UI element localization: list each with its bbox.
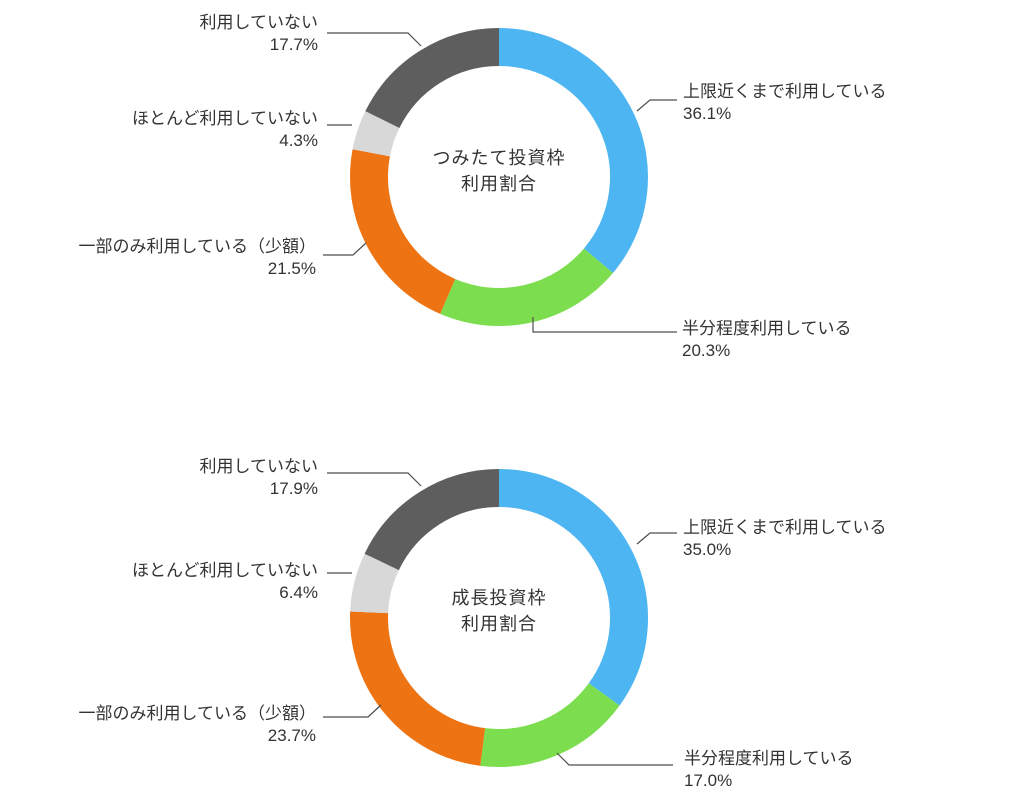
segment-label-text: 半分程度利用している	[682, 319, 852, 338]
donut-segment-4	[365, 28, 500, 129]
segment-label-value: 6.4%	[279, 583, 318, 602]
leader-line	[327, 472, 422, 487]
segment-label-nearlimit-2: 上限近くまで利用している 35.0%	[683, 517, 887, 561]
segment-label-value: 17.9%	[269, 479, 318, 498]
donut-segment-0	[498, 28, 648, 273]
segment-label-text: ほとんど利用していない	[132, 109, 318, 128]
segment-label-value: 21.5%	[267, 259, 316, 278]
donut-segment-1	[440, 248, 613, 326]
donut-segment-2	[350, 611, 486, 766]
leader-line	[323, 704, 382, 718]
leader-line	[532, 317, 677, 333]
donut-ring-tsumitate	[350, 28, 648, 326]
chart-title-line1: つみたて投資枠	[432, 148, 566, 168]
segment-label-text: 一部のみ利用している（少額）	[78, 704, 317, 723]
segment-label-value: 23.7%	[267, 726, 316, 745]
chart-title-tsumitate: つみたて投資枠 利用割合	[433, 145, 566, 197]
segment-label-value: 17.7%	[269, 35, 318, 54]
donut-segment-1	[480, 682, 620, 767]
segment-label-notused-1: 利用していない 17.7%	[200, 12, 319, 56]
donut-segment-2	[350, 149, 456, 314]
chart-title-line2: 利用割合	[461, 614, 537, 634]
segment-label-value: 36.1%	[683, 104, 732, 123]
donut-ring-seicho	[350, 469, 648, 767]
segment-label-text: 半分程度利用している	[684, 749, 854, 768]
donut-segment-3	[350, 553, 400, 614]
segment-label-text: ほとんど利用していない	[132, 561, 318, 580]
segment-label-nearlimit-1: 上限近くまで利用している 36.1%	[683, 81, 887, 125]
chart-title-seicho: 成長投資枠 利用割合	[452, 585, 547, 637]
segment-label-value: 17.0%	[684, 771, 733, 790]
segment-label-partial-1: 一部のみ利用している（少額） 21.5%	[79, 236, 317, 280]
segment-label-half-1: 半分程度利用している 20.3%	[682, 318, 852, 362]
segment-label-text: 上限近くまで利用している	[683, 82, 887, 101]
segment-label-text: 利用していない	[199, 13, 319, 32]
leader-line	[636, 532, 677, 545]
segment-label-partial-2: 一部のみ利用している（少額） 23.7%	[79, 703, 317, 747]
chart-title-line2: 利用割合	[461, 174, 537, 194]
segment-label-value: 35.0%	[683, 540, 732, 559]
segment-label-value: 20.3%	[682, 341, 731, 360]
segment-label-notused-2: 利用していない 17.9%	[200, 456, 319, 500]
chart-title-line1: 成長投資枠	[451, 588, 547, 608]
segment-label-rarely-2: ほとんど利用していない 6.4%	[132, 560, 318, 604]
leader-line	[327, 32, 422, 47]
donut-segment-0	[498, 469, 648, 706]
donut-segment-4	[364, 469, 500, 571]
segment-label-text: 一部のみ利用している（少額）	[78, 237, 317, 256]
segment-label-text: 上限近くまで利用している	[683, 518, 887, 537]
segment-label-value: 4.3%	[279, 131, 318, 150]
segment-label-text: 利用していない	[199, 457, 319, 476]
segment-label-half-2: 半分程度利用している 17.0%	[684, 748, 854, 792]
leader-line	[556, 752, 673, 766]
leader-line	[636, 99, 677, 112]
leader-line	[323, 242, 367, 256]
donut-segment-3	[352, 111, 400, 157]
segment-label-rarely-1: ほとんど利用していない 4.3%	[132, 108, 318, 152]
